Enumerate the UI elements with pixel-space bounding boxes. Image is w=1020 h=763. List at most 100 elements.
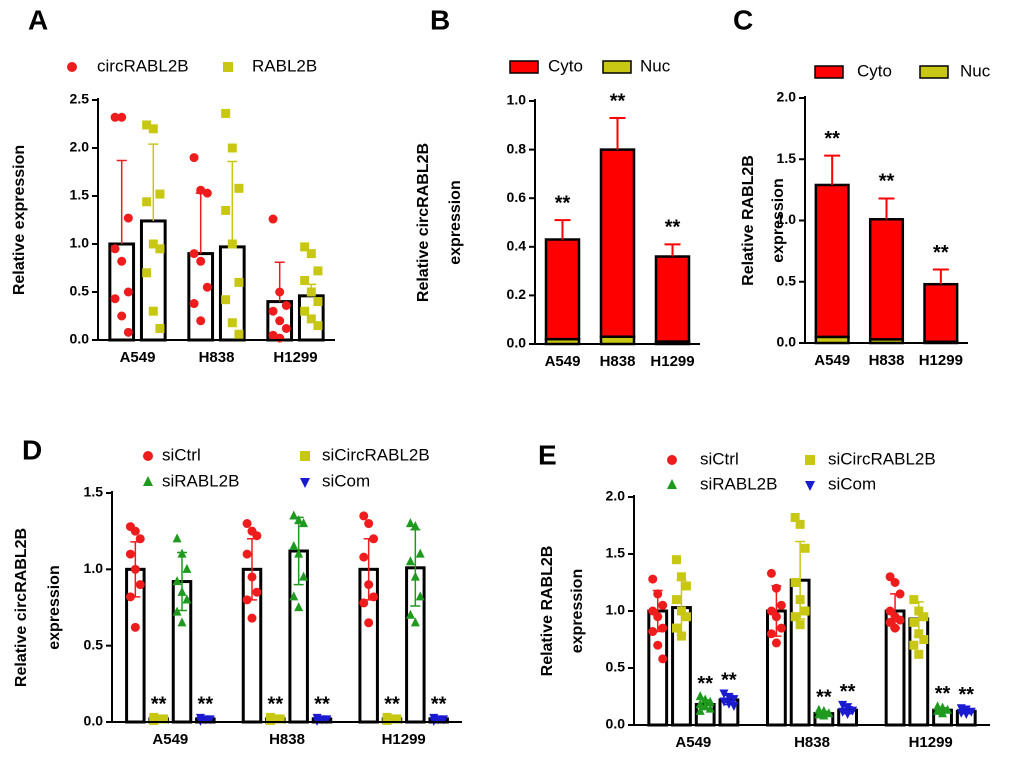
y-tick-label: 1.0	[70, 235, 90, 251]
legend-label: siCtrl	[162, 445, 201, 464]
x-tick-label: H838	[269, 731, 305, 748]
panel-label: E	[538, 439, 557, 470]
point	[961, 710, 971, 719]
significance-label: **	[824, 128, 840, 150]
legend-swatch	[602, 60, 632, 74]
point	[800, 606, 810, 616]
point	[154, 714, 164, 724]
legend-label: siCircRABL2B	[828, 449, 936, 468]
point	[289, 510, 299, 520]
point	[306, 314, 316, 324]
y-tick-label: 0.0	[777, 334, 797, 350]
y-axis-label: Relative circRABL2B	[13, 528, 30, 687]
legend-marker	[67, 62, 77, 72]
bar-segment	[814, 183, 850, 339]
legend-marker	[143, 451, 153, 461]
y-tick-label: 0.5	[70, 283, 90, 299]
x-tick-label: H1299	[909, 734, 953, 751]
significance-label: **	[555, 192, 571, 214]
y-axis-label: expression	[569, 569, 586, 653]
point	[653, 589, 663, 599]
significance-label: **	[384, 694, 400, 716]
point	[275, 714, 285, 724]
point	[234, 183, 244, 193]
point	[275, 287, 285, 297]
point	[700, 694, 710, 704]
y-tick-label: 1.0	[507, 92, 527, 108]
point	[130, 622, 140, 632]
point	[439, 715, 449, 725]
point	[653, 612, 663, 622]
y-axis-label: Relative expression	[11, 145, 28, 295]
significance-label: **	[151, 694, 167, 716]
legend-marker	[300, 451, 310, 461]
point	[724, 692, 734, 702]
y-tick-label: 0.5	[606, 659, 626, 675]
bar-segment	[599, 148, 636, 338]
point	[221, 205, 231, 215]
point	[123, 213, 133, 223]
point	[387, 714, 397, 724]
y-tick-label: 0.0	[606, 716, 626, 732]
point	[695, 699, 705, 709]
point	[130, 526, 140, 536]
point	[705, 696, 715, 706]
point	[795, 595, 805, 605]
point	[117, 112, 127, 122]
point	[369, 534, 379, 544]
y-tick-label: 0.0	[70, 331, 90, 347]
point	[392, 714, 402, 724]
y-tick-label: 0.0	[507, 335, 527, 351]
point	[838, 700, 848, 710]
point	[227, 239, 237, 249]
point	[658, 654, 668, 664]
point	[705, 703, 715, 713]
point	[681, 581, 691, 591]
point	[234, 277, 244, 287]
point	[242, 595, 252, 605]
legend-label: RABL2B	[252, 56, 317, 75]
x-tick-label: A549	[545, 353, 581, 370]
point	[966, 707, 976, 717]
point	[658, 623, 668, 633]
point	[155, 323, 165, 333]
point	[148, 239, 158, 249]
significance-label: **	[610, 90, 626, 112]
error-bar	[664, 243, 681, 257]
point	[189, 299, 199, 309]
point	[182, 563, 192, 573]
point	[364, 618, 374, 628]
point	[824, 708, 834, 718]
legend-label: siCom	[828, 474, 876, 493]
point	[221, 108, 231, 118]
point	[653, 640, 663, 650]
point	[359, 552, 369, 562]
point	[110, 112, 120, 122]
point	[110, 244, 120, 254]
x-tick-label: A549	[152, 731, 188, 748]
legend-swatch	[919, 65, 949, 79]
legend-marker	[300, 478, 310, 488]
point	[790, 612, 800, 622]
point	[148, 124, 158, 134]
point	[130, 564, 140, 574]
point	[415, 591, 425, 601]
legend-label: siRABL2B	[700, 474, 777, 493]
legend-marker	[667, 479, 677, 489]
y-tick-label: 0.8	[507, 140, 527, 156]
y-tick-label: 1.5	[84, 484, 104, 500]
point	[364, 519, 374, 529]
legend-label: Cyto	[857, 61, 892, 80]
significance-label: **	[314, 694, 330, 716]
y-tick-label: 0.2	[507, 286, 527, 302]
point	[724, 699, 734, 709]
point	[300, 275, 310, 285]
error-bar	[609, 117, 626, 150]
point	[172, 533, 182, 543]
point	[771, 583, 781, 593]
point	[766, 629, 776, 639]
panel-label: A	[28, 4, 48, 35]
legend-label: Nuc	[640, 56, 671, 75]
point	[671, 555, 681, 565]
point	[299, 571, 309, 581]
